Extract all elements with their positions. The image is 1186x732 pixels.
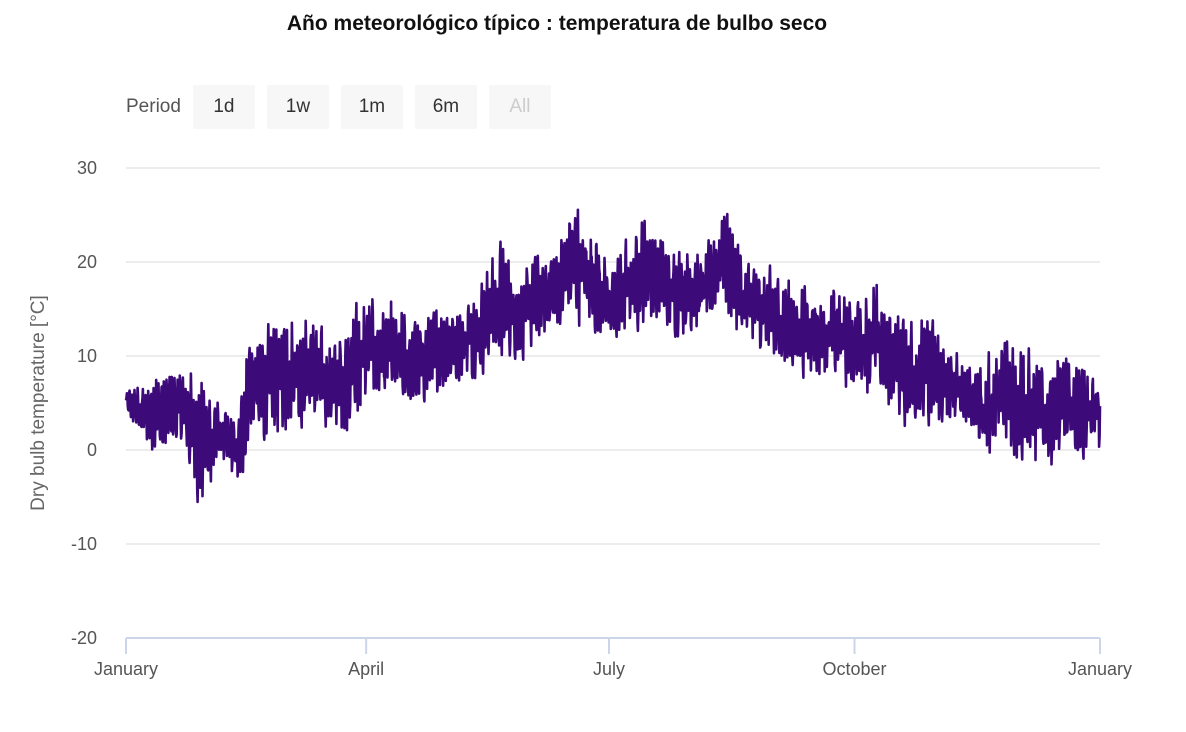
range-button-1m[interactable]: 1m	[340, 85, 403, 129]
x-axis: January April July October January	[94, 637, 1132, 679]
range-button-1w[interactable]: 1w	[266, 85, 329, 129]
y-tick-label: -20	[71, 628, 97, 648]
y-tick-label: 0	[87, 440, 97, 460]
x-tick-label: April	[348, 659, 384, 679]
range-button-6m[interactable]: 6m	[414, 85, 477, 129]
y-tick-label: 20	[77, 252, 97, 272]
x-tick-label: January	[94, 659, 158, 679]
y-tick-label: 30	[77, 158, 97, 178]
series-line-0	[124, 208, 1102, 504]
x-tick-label: October	[822, 659, 886, 679]
chart-title: Año meteorológico típico : temperatura d…	[286, 12, 828, 35]
range-button-all[interactable]: All	[488, 85, 551, 129]
range-selector: Period 1d 1w 1m 6m All	[126, 84, 563, 130]
y-axis-ticks: 30 20 10 0 -10 -20	[71, 158, 97, 648]
range-selector-label: Period	[126, 96, 181, 117]
range-button-1d[interactable]: 1d	[192, 85, 255, 129]
y-axis-label: Dry bulb temperature [°C]	[28, 295, 49, 511]
y-tick-label: -10	[71, 534, 97, 554]
x-tick-label: January	[1068, 659, 1132, 679]
x-tick-label: July	[593, 659, 625, 679]
y-tick-label: 10	[77, 346, 97, 366]
series-group	[124, 208, 1102, 504]
